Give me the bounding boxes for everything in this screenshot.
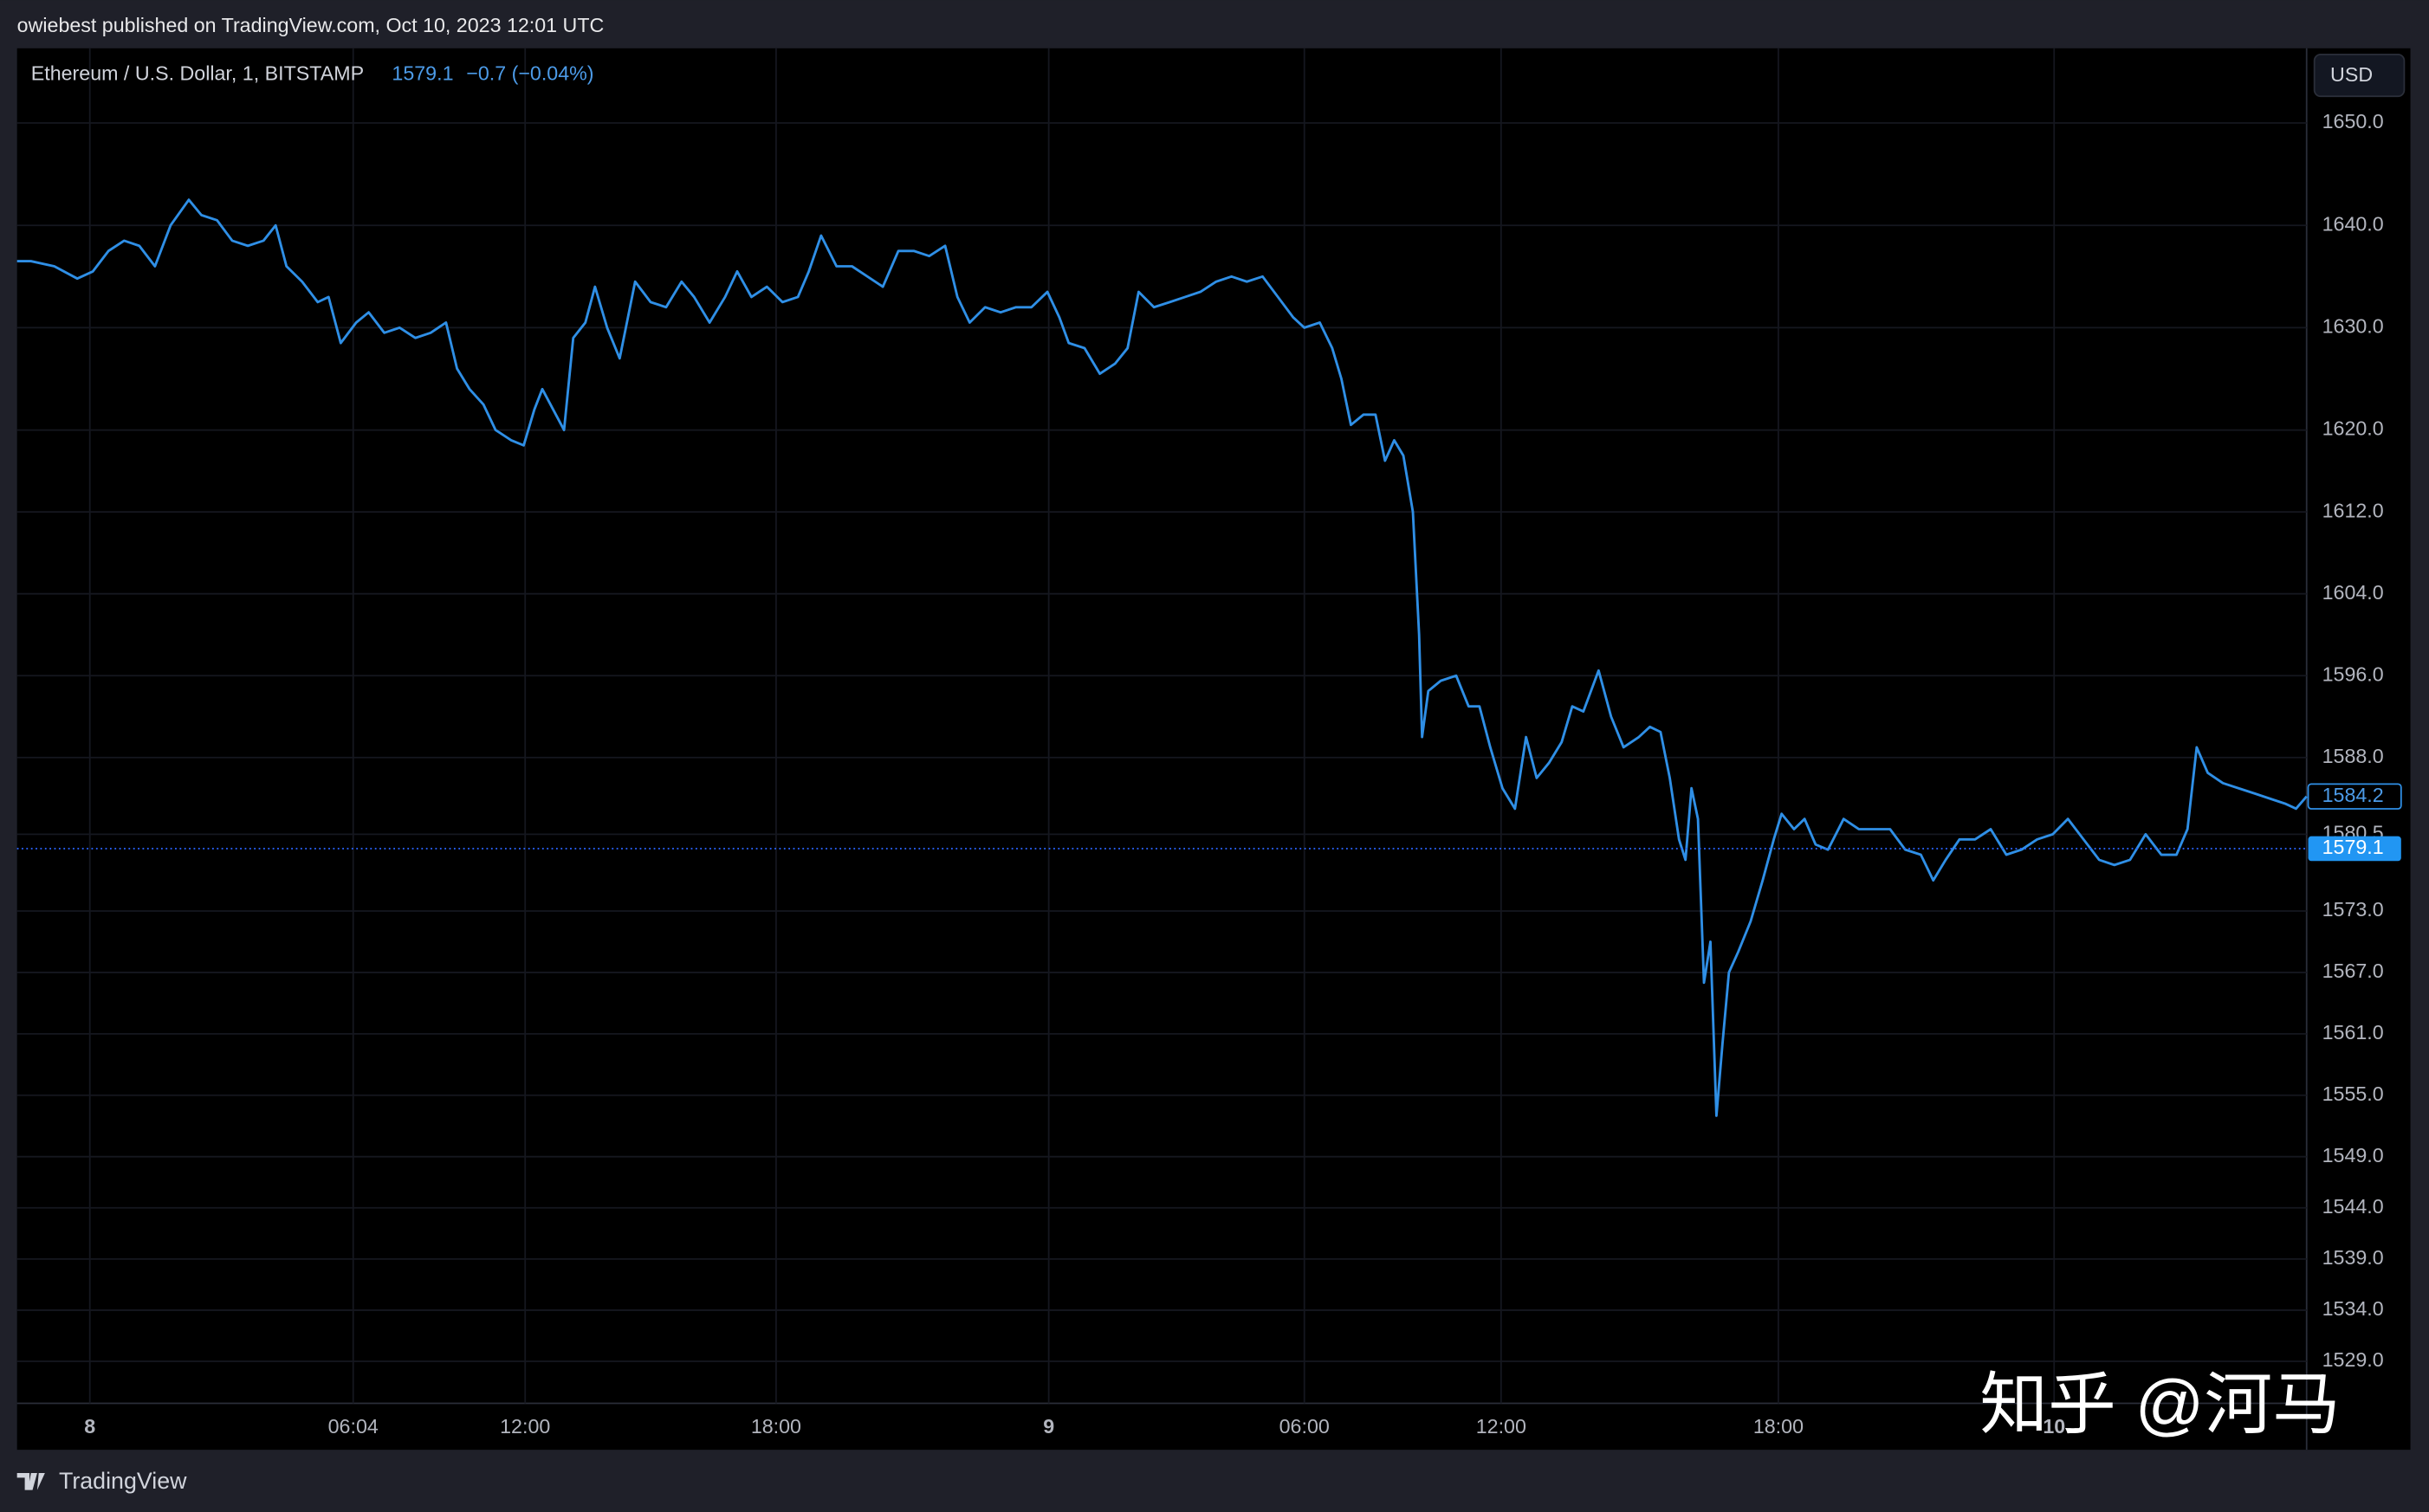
time-axis [16,1403,2411,1451]
publisher: owiebest published on TradingView.com, O… [17,14,605,36]
last-price-label: 1579.1 [2322,836,2384,858]
y-tick-label: 1596.0 [2322,662,2384,685]
y-tick-label: 1534.0 [2322,1297,2384,1320]
brand: TradingView [59,1468,187,1494]
currency-button[interactable] [2313,54,2406,98]
y-tick-label: 1620.0 [2322,417,2384,440]
header-price: 1579.1 [392,61,453,84]
y-tick-label: 1529.0 [2322,1348,2384,1371]
y-tick-label: 1604.0 [2322,581,2384,604]
currency[interactable]: USD [2330,63,2373,86]
x-tick-label: 10 [2043,1415,2065,1438]
y-tick-label: 1561.0 [2322,1021,2384,1044]
series [16,198,2308,1117]
y-tick-label: 1612.0 [2322,499,2384,521]
line-price-box [2307,783,2402,810]
x-tick-label: 18:00 [751,1415,801,1438]
y-tick-label: 1640.0 [2322,212,2384,235]
y-tick-label: 1544.0 [2322,1195,2384,1218]
x-tick-label: 06:04 [328,1415,379,1438]
x-tick-label: 12:00 [1476,1415,1526,1438]
symbol-info: Ethereum / U.S. Dollar, 1, BITSTAMP [31,61,364,84]
y-tick-label: 1555.0 [2322,1082,2384,1105]
x-tick-label: 9 [1043,1415,1054,1438]
price-line [16,198,2308,1117]
last-price-box [2308,836,2401,862]
y-tick-label: 1630.0 [2322,315,2384,338]
line-price-label: 1584.2 [2322,784,2384,806]
y-tick-label: 1650.0 [2322,110,2384,132]
y-tick-label: 1539.0 [2322,1246,2384,1269]
plot-area [16,48,2307,1404]
y-tick-label: 1567.0 [2322,960,2384,982]
watermark: 知乎 @河马 [1979,1366,2340,1442]
axes: 1650.0 1640.0 1630.0 1620.0 1612.0 1604.0 1596… [84,110,2402,1438]
x-tick-label: 06:00 [1279,1415,1330,1438]
y-tick-label: 1549.0 [2322,1144,2384,1166]
logo-icon [16,1472,45,1490]
brand-logo [16,1472,45,1490]
x-tick-label: 18:00 [1753,1415,1804,1438]
y-tick-label: 1573.0 [2322,898,2384,921]
header-change: −0.7 (−0.04%) [466,61,593,84]
grid [16,48,2307,1404]
x-tick-label: 12:00 [500,1415,550,1438]
price-axis [2306,48,2411,1404]
x-tick-label: 8 [84,1415,95,1438]
y-tick-label: 1588.0 [2322,745,2384,767]
